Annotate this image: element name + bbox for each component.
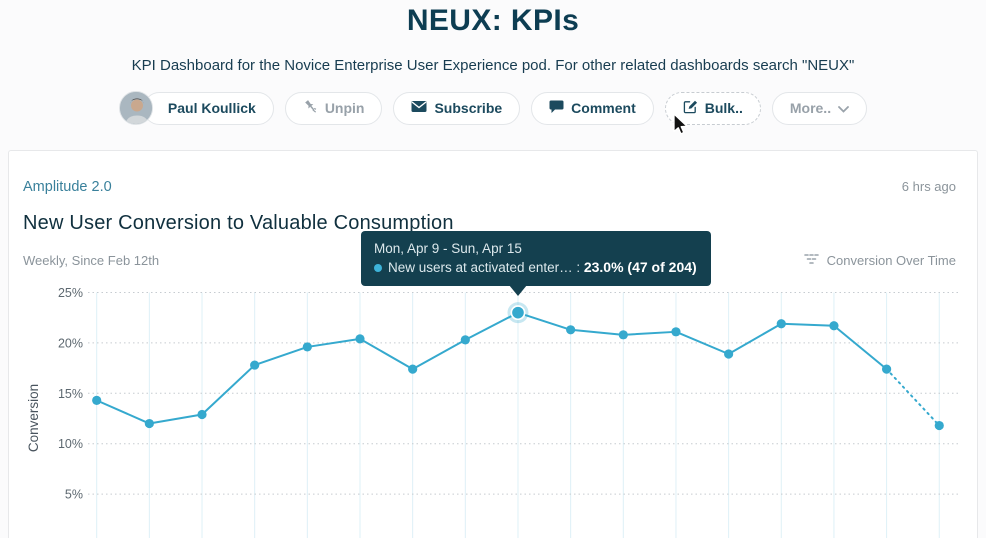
bulk-label: Bulk.. [704, 100, 743, 116]
action-bar: Paul Koullick Unpin Subscribe [0, 91, 986, 125]
data-point[interactable] [302, 342, 312, 352]
y-tick-label: 5% [65, 488, 83, 502]
data-point[interactable] [618, 330, 628, 340]
envelope-icon [411, 100, 427, 116]
y-tick-label: 15% [58, 387, 83, 401]
card-header: Amplitude 2.0 6 hrs ago [23, 179, 956, 195]
bulk-edit-button[interactable]: Bulk.. [664, 91, 761, 125]
data-point[interactable] [566, 325, 576, 335]
comment-button[interactable]: Comment [531, 91, 654, 125]
avatar-image [119, 92, 152, 124]
series-line-projected [885, 368, 941, 427]
dashboard-card: Amplitude 2.0 6 hrs ago New User Convers… [8, 150, 978, 538]
subscribe-label: Subscribe [434, 100, 503, 116]
pushpin-icon [303, 99, 318, 117]
unpin-label: Unpin [324, 100, 365, 116]
tooltip-date-range: Mon, Apr 9 - Sun, Apr 15 [374, 241, 522, 256]
page-title: NEUX: KPIs [406, 4, 580, 37]
data-point[interactable] [934, 420, 944, 431]
chart-tooltip: Mon, Apr 9 - Sun, Apr 15 New users at ac… [361, 231, 711, 286]
edit-pencil-square-icon [683, 99, 698, 117]
chevron-down-icon [838, 100, 849, 116]
mouse-cursor [673, 113, 688, 135]
view-mode-label: Conversion Over Time [826, 253, 956, 268]
more-label: More.. [789, 100, 832, 116]
data-point[interactable] [144, 418, 154, 429]
data-point[interactable] [882, 364, 892, 374]
data-point[interactable] [829, 321, 839, 331]
y-tick-label: 20% [58, 336, 83, 350]
last-updated: 6 hrs ago [901, 179, 956, 194]
chart-meta-row: Weekly, Since Feb 12th Conversion Over T… [23, 253, 956, 268]
series-dot-icon [374, 264, 382, 272]
y-tick-label: 10% [58, 437, 83, 451]
page-subtitle: KPI Dashboard for the Novice Enterprise … [131, 57, 855, 74]
data-point[interactable] [197, 409, 207, 420]
filter-lines-icon [803, 253, 820, 268]
speech-bubble-icon [549, 100, 564, 117]
data-point[interactable] [776, 319, 786, 329]
chart-title: New User Conversion to Valuable Consumpt… [23, 212, 454, 234]
data-point[interactable] [250, 360, 260, 370]
data-point[interactable] [512, 306, 524, 319]
avatar[interactable] [118, 91, 153, 125]
chart-source-link[interactable]: Amplitude 2.0 [23, 179, 112, 195]
y-tick-label: 25% [58, 286, 83, 300]
tooltip-arrow [509, 285, 527, 296]
subscribe-button[interactable]: Subscribe [393, 91, 521, 125]
unpin-button[interactable]: Unpin [284, 91, 383, 125]
more-button[interactable]: More.. [771, 91, 868, 125]
conversion-line-chart[interactable]: 25% 20% 15% 10% 5% Conversion [0, 280, 986, 538]
data-point[interactable] [724, 349, 734, 359]
data-point[interactable] [671, 327, 681, 337]
data-point[interactable] [355, 334, 365, 344]
y-axis-label: Conversion [26, 384, 41, 452]
owner-label: Paul Koullick [167, 100, 256, 116]
chart-range-label: Weekly, Since Feb 12th [23, 253, 160, 268]
page-header: NEUX: KPIs KPI Dashboard for the Novice … [0, 0, 986, 125]
data-point[interactable] [92, 395, 102, 405]
tooltip-value: 23.0% (47 of 204) [583, 259, 697, 275]
comment-label: Comment [571, 100, 636, 116]
data-point[interactable] [408, 364, 418, 374]
tooltip-series-label: New users at activated enter… : [388, 260, 584, 275]
view-mode-switch[interactable]: Conversion Over Time [803, 253, 956, 268]
tooltip-series-row: New users at activated enter… : 23.0% (4… [374, 258, 697, 277]
series-line [96, 311, 888, 425]
data-point[interactable] [460, 335, 470, 345]
owner-button[interactable]: Paul Koullick [142, 91, 274, 125]
